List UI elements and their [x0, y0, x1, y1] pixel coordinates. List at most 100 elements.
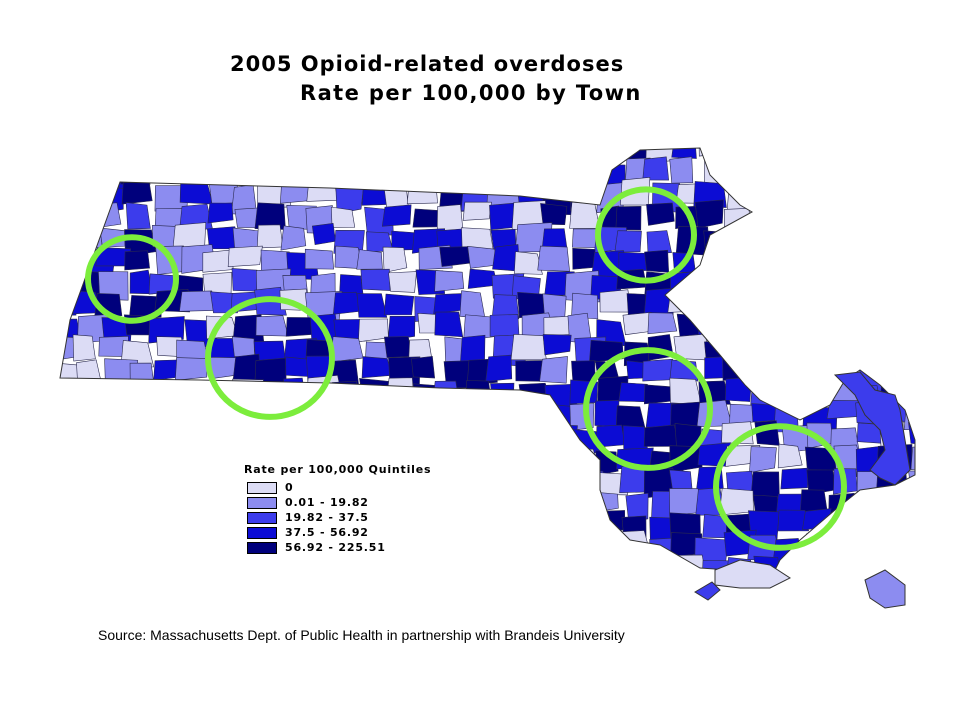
- town-polygon: [490, 489, 518, 513]
- town-polygon: [779, 340, 816, 368]
- town-polygon: [278, 148, 309, 162]
- town-polygon: [748, 275, 779, 299]
- town-polygon: [257, 400, 289, 425]
- town-polygon: [615, 206, 642, 231]
- town-polygon: [388, 271, 417, 293]
- town-polygon: [856, 335, 895, 364]
- town-polygon: [210, 581, 235, 606]
- town-polygon: [469, 487, 502, 511]
- town-polygon: [314, 425, 344, 454]
- town-polygon: [76, 538, 111, 559]
- town-polygon: [703, 230, 730, 251]
- town-polygon: [74, 187, 101, 209]
- town-polygon: [724, 207, 752, 238]
- town-polygon: [545, 512, 574, 539]
- town-polygon: [622, 425, 649, 453]
- town-polygon: [646, 230, 672, 255]
- town-polygon: [908, 470, 915, 496]
- town-polygon: [730, 311, 758, 337]
- nantucket-island: [864, 569, 906, 609]
- town-polygon: [60, 272, 79, 299]
- town-polygon: [463, 508, 499, 540]
- town-polygon: [435, 450, 469, 476]
- town-polygon: [287, 423, 312, 452]
- town-polygon: [308, 554, 333, 579]
- town-polygon: [98, 575, 131, 580]
- town-polygon: [442, 582, 476, 602]
- town-polygon: [463, 314, 497, 341]
- town-polygon: [60, 405, 77, 428]
- town-polygon: [701, 293, 736, 315]
- town-polygon: [441, 513, 467, 534]
- town-polygon: [826, 577, 856, 580]
- town-polygon: [622, 311, 652, 336]
- town-polygon: [156, 511, 182, 537]
- town-polygon: [901, 517, 915, 543]
- town-polygon: [390, 148, 416, 156]
- town-polygon: [859, 493, 889, 522]
- town-polygon: [801, 148, 826, 167]
- highlight-circle: [583, 347, 713, 471]
- town-polygon: [361, 561, 393, 580]
- town-polygon: [71, 206, 103, 236]
- town-polygon: [103, 425, 133, 445]
- town-polygon: [910, 178, 915, 210]
- town-polygon: [908, 574, 915, 580]
- town-polygon: [642, 577, 667, 580]
- town-polygon: [78, 422, 115, 451]
- town-polygon: [879, 269, 913, 298]
- town-polygon: [829, 148, 858, 164]
- town-polygon: [749, 246, 777, 277]
- town-polygon: [102, 383, 134, 404]
- town-polygon: [750, 148, 783, 167]
- town-polygon: [510, 334, 547, 361]
- town-polygon: [254, 384, 284, 412]
- town-polygon: [68, 471, 105, 499]
- town-polygon: [909, 554, 915, 574]
- town-polygon: [97, 538, 128, 560]
- map-subtitle: Rate per 100,000 by Town: [300, 81, 642, 105]
- town-polygon: [74, 405, 108, 428]
- highlight-circle: [595, 186, 697, 284]
- town-polygon: [231, 583, 257, 607]
- town-polygon: [773, 250, 805, 275]
- town-polygon: [174, 357, 208, 381]
- town-polygon: [465, 380, 493, 406]
- town-polygon: [95, 513, 128, 542]
- town-polygon: [905, 161, 915, 184]
- town-polygon: [881, 159, 915, 184]
- town-polygon: [360, 268, 391, 291]
- source-note: Source: Massachusetts Dept. of Public He…: [98, 627, 625, 643]
- town-polygon: [851, 148, 881, 167]
- town-polygon: [572, 555, 598, 580]
- town-polygon: [569, 201, 601, 229]
- town-polygon: [124, 422, 150, 448]
- town-polygon: [101, 488, 127, 510]
- town-polygon: [513, 403, 537, 432]
- town-polygon: [489, 163, 521, 191]
- legend-row: 19.82 - 37.5: [244, 510, 431, 525]
- town-polygon: [511, 473, 538, 502]
- town-polygon: [155, 467, 182, 496]
- town-polygon: [100, 466, 133, 494]
- town-polygon: [694, 199, 724, 229]
- town-polygon: [779, 223, 819, 250]
- town-polygon: [853, 226, 881, 251]
- town-polygon: [853, 247, 887, 267]
- town-polygon: [229, 427, 256, 453]
- town-polygon: [594, 399, 620, 428]
- town-polygon: [902, 292, 915, 323]
- town-polygon: [802, 252, 839, 273]
- town-polygon: [435, 465, 472, 487]
- town-polygon: [910, 444, 915, 471]
- town-polygon: [356, 148, 382, 162]
- town-polygon: [515, 561, 547, 580]
- town-polygon: [908, 336, 915, 362]
- town-polygon: [356, 249, 383, 270]
- town-polygon: [124, 250, 150, 271]
- town-polygon: [805, 381, 830, 405]
- town-polygon: [877, 537, 911, 563]
- town-polygon: [749, 446, 777, 473]
- town-polygon: [129, 148, 155, 167]
- town-polygon: [209, 469, 234, 501]
